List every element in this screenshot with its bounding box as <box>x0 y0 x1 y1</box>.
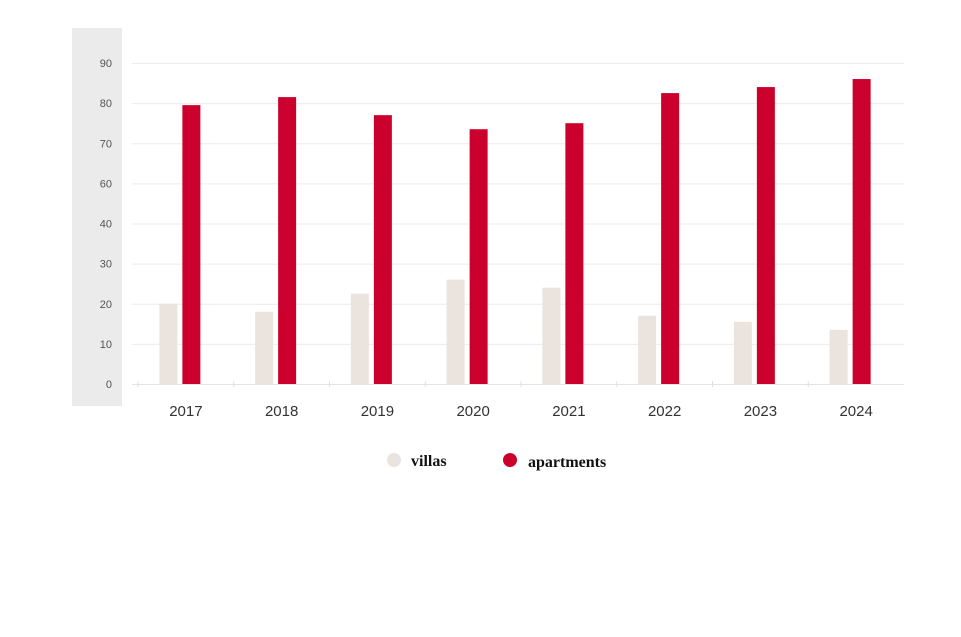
x-tick-label: 2017 <box>169 403 202 420</box>
y-tick-label: 20 <box>100 299 112 311</box>
bar-villas-2019 <box>350 293 369 384</box>
bar-villas-2023 <box>733 321 752 384</box>
x-tick-label: 2018 <box>265 403 298 420</box>
bar-villas-2022 <box>638 315 657 384</box>
bar-villas-2018 <box>255 311 274 384</box>
x-tick-label: 2024 <box>839 403 872 420</box>
bar-apartments-2019 <box>373 115 392 384</box>
bar-villas-2017 <box>159 303 178 384</box>
x-tick-label: 2021 <box>552 403 585 420</box>
gridlines <box>132 63 904 345</box>
bar-apartments-2021 <box>565 123 584 384</box>
legend-label-villas: villas <box>411 453 447 470</box>
bar-villas-2024 <box>829 329 848 384</box>
bars <box>159 79 871 385</box>
bar-apartments-2020 <box>469 129 488 384</box>
bar-apartments-2024 <box>852 79 871 385</box>
x-tick-label: 2023 <box>744 403 777 420</box>
bar-villas-2021 <box>542 287 561 384</box>
legend-swatch-villas <box>387 453 401 467</box>
legend: villas apartments <box>387 453 606 471</box>
y-tick-label: 0 <box>106 379 112 391</box>
legend-label-apartments: apartments <box>528 454 606 471</box>
x-axis-ticks: 2017 2018 2019 2020 2021 2022 2023 2024 <box>169 403 873 420</box>
y-tick-label: 70 <box>100 138 112 150</box>
bar-apartments-2018 <box>278 97 297 384</box>
bar-apartments-2017 <box>182 105 201 384</box>
y-tick-label: 80 <box>100 98 112 110</box>
x-axis-tick-marks <box>137 381 809 387</box>
bar-apartments-2023 <box>756 87 775 384</box>
bar-villas-2020 <box>446 279 465 384</box>
x-tick-label: 2020 <box>456 403 489 420</box>
y-tick-label: 30 <box>100 259 112 271</box>
x-tick-label: 2022 <box>648 403 681 420</box>
y-tick-label: 10 <box>100 339 112 351</box>
y-axis-panel <box>72 28 122 406</box>
x-tick-label: 2019 <box>361 403 394 420</box>
y-tick-label: 60 <box>100 178 112 190</box>
y-tick-label: 90 <box>100 58 112 70</box>
y-axis-ticks: 0 10 20 30 40 60 70 80 90 <box>100 58 112 391</box>
y-tick-label: 40 <box>100 219 112 231</box>
legend-swatch-apartments <box>503 453 517 467</box>
bar-apartments-2022 <box>661 93 680 384</box>
